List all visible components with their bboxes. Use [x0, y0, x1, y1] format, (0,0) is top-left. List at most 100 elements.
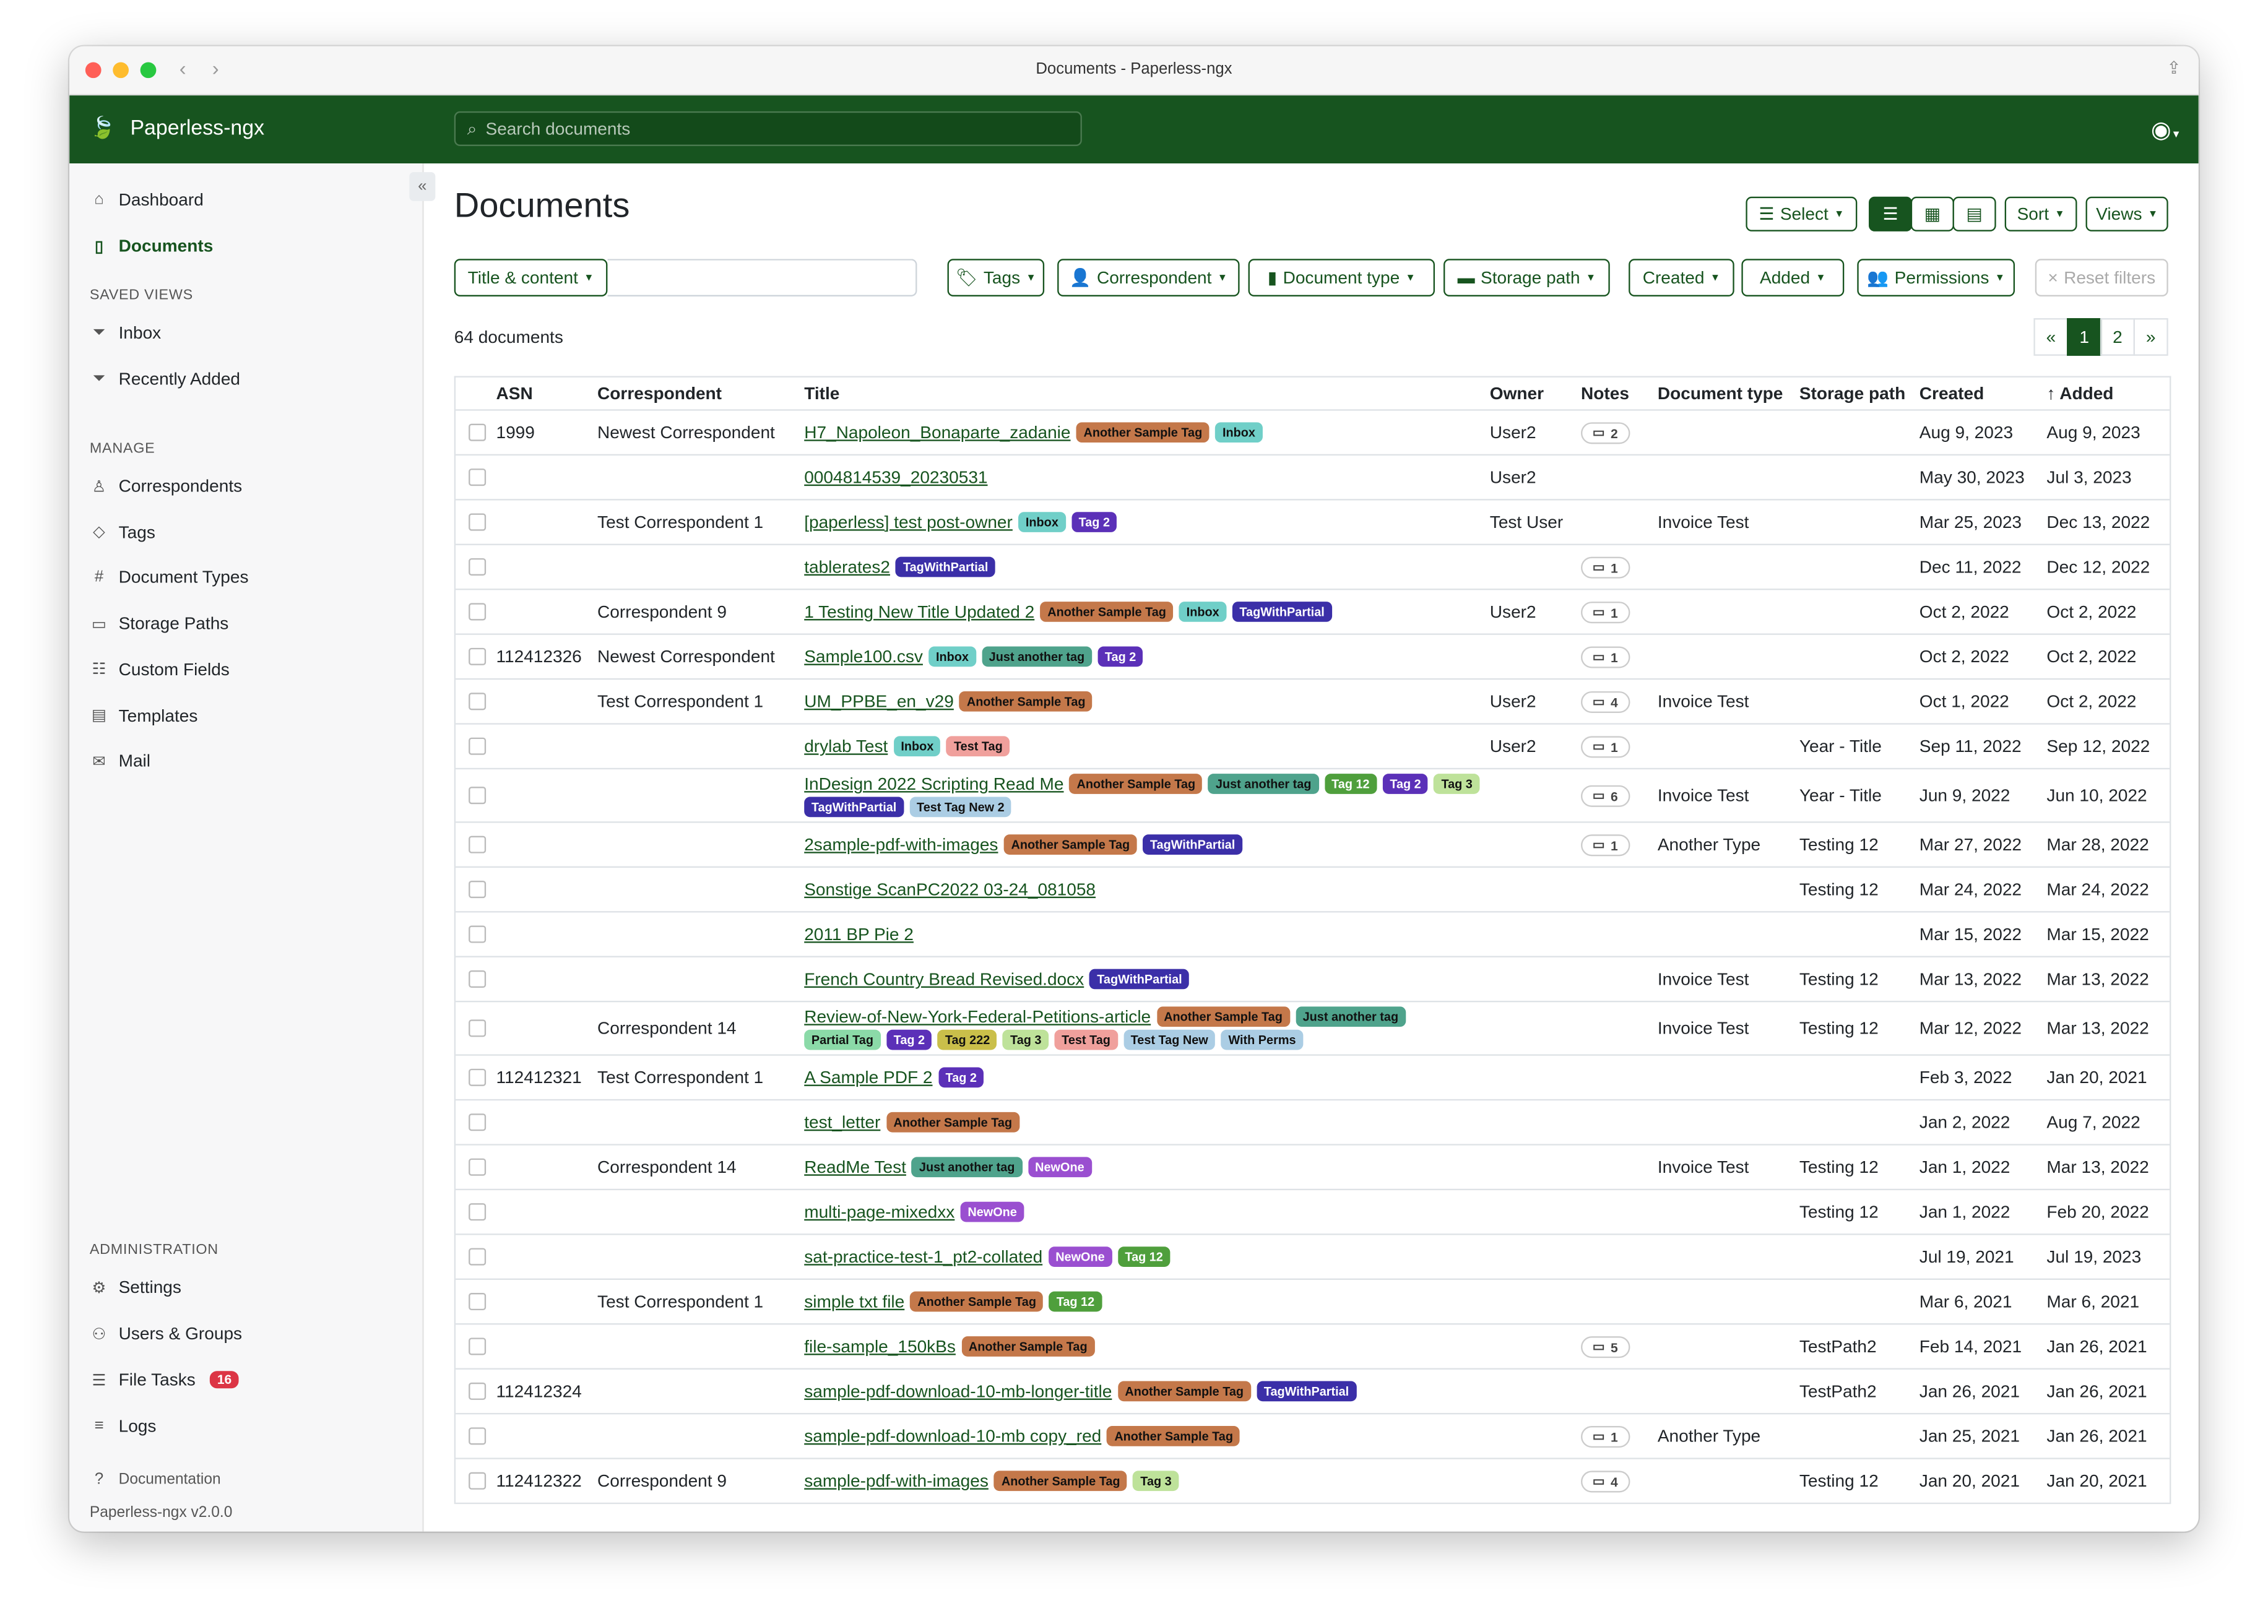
added-filter[interactable]: Added ▼: [1741, 259, 1845, 297]
view-large-cards-button[interactable]: ▤: [1952, 196, 1996, 231]
tag-badge[interactable]: Just another tag: [981, 646, 1092, 667]
table-row[interactable]: sample-pdf-download-10-mb copy_red Anothe…: [456, 1414, 2170, 1459]
table-row[interactable]: 2sample-pdf-with-images Another Sample Ta…: [456, 823, 2170, 868]
tag-badge[interactable]: Tag 2: [938, 1067, 984, 1088]
row-checkbox[interactable]: [469, 603, 487, 621]
table-row[interactable]: 1999 Newest Correspondent H7_Napoleon_Bona…: [456, 411, 2170, 456]
notes-badge[interactable]: ▭ 6: [1581, 785, 1630, 807]
header-correspondent[interactable]: Correspondent: [597, 383, 722, 404]
tag-badge[interactable]: Another Sample Tag: [1117, 1381, 1251, 1402]
notes-badge[interactable]: ▭ 1: [1581, 602, 1630, 624]
row-checkbox[interactable]: [469, 1113, 487, 1131]
tag-badge[interactable]: Tag 12: [1049, 1291, 1102, 1312]
document-title-link[interactable]: tablerates2: [804, 556, 890, 577]
brand[interactable]: 🍃 Paperless-ngx: [90, 116, 264, 140]
forward-icon[interactable]: ›: [212, 56, 219, 80]
minimize-window-button[interactable]: [113, 62, 129, 79]
header-title[interactable]: Title: [804, 383, 840, 404]
document-title-link[interactable]: 2011 BP Pie 2: [804, 924, 914, 944]
zoom-window-button[interactable]: [140, 62, 157, 79]
search-input[interactable]: ⌕ Search documents: [454, 111, 1082, 147]
notes-badge[interactable]: ▭ 4: [1581, 1471, 1630, 1493]
sidebar-item-inbox[interactable]: ⏷ Inbox: [90, 322, 161, 343]
tag-badge[interactable]: Another Sample Tag: [910, 1291, 1044, 1312]
table-row[interactable]: 0004814539_20230531 User2 May 30, 2023 Jul …: [456, 456, 2170, 501]
document-title-link[interactable]: sample-pdf-download-10-mb-longer-title: [804, 1381, 1112, 1402]
row-checkbox[interactable]: [469, 423, 487, 441]
header-owner[interactable]: Owner: [1489, 383, 1544, 404]
view-small-cards-button[interactable]: ▦: [1910, 196, 1954, 231]
tag-badge[interactable]: Tag 12: [1117, 1246, 1171, 1267]
row-checkbox[interactable]: [469, 693, 487, 710]
pager-page-2[interactable]: 2: [2100, 318, 2135, 356]
document-title-link[interactable]: ReadMe Test: [804, 1157, 906, 1178]
notes-badge[interactable]: ▭ 1: [1581, 736, 1630, 758]
sidebar-item-mail[interactable]: ✉ Mail: [90, 751, 150, 771]
notes-badge[interactable]: ▭ 4: [1581, 691, 1630, 713]
notes-badge[interactable]: ▭ 1: [1581, 834, 1630, 857]
document-title-link[interactable]: drylab Test: [804, 736, 888, 757]
row-checkbox[interactable]: [469, 836, 487, 853]
permissions-filter[interactable]: 👥 Permissions ▼: [1857, 259, 2015, 297]
tag-badge[interactable]: TagWithPartial: [896, 556, 996, 577]
table-row[interactable]: French Country Bread Revised.docx TagWith…: [456, 957, 2170, 1003]
tag-badge[interactable]: Another Sample Tag: [886, 1112, 1019, 1133]
sidebar-item-correspondents[interactable]: ♙ Correspondents: [90, 476, 243, 496]
document-title-link[interactable]: Sonstige ScanPC2022 03-24_081058: [804, 879, 1096, 900]
tag-badge[interactable]: Tag 2: [1382, 774, 1429, 794]
tag-badge[interactable]: Another Sample Tag: [1107, 1425, 1240, 1446]
header-asn[interactable]: ASN: [496, 383, 533, 404]
row-checkbox[interactable]: [469, 1248, 487, 1266]
pager-page-1[interactable]: 1: [2067, 318, 2102, 356]
row-checkbox[interactable]: [469, 787, 487, 805]
row-checkbox[interactable]: [469, 1203, 487, 1221]
tag-badge[interactable]: Just another tag: [1295, 1006, 1406, 1027]
views-button[interactable]: Views ▼: [2085, 196, 2168, 231]
sort-button[interactable]: Sort ▼: [2004, 196, 2077, 231]
document-title-link[interactable]: file-sample_150kBs: [804, 1336, 956, 1357]
correspondent-filter[interactable]: 👤 Correspondent ▼: [1057, 259, 1240, 297]
storage-path-filter[interactable]: ▬ Storage path ▼: [1443, 259, 1610, 297]
tag-badge[interactable]: NewOne: [1028, 1157, 1092, 1178]
table-row[interactable]: Test Correspondent 1 UM_PPBE_en_v29 Anothe…: [456, 680, 2170, 725]
tag-badge[interactable]: Inbox: [928, 646, 976, 667]
row-checkbox[interactable]: [469, 1427, 487, 1445]
tag-badge[interactable]: Partial Tag: [804, 1029, 881, 1050]
title-content-input[interactable]: [607, 259, 917, 297]
document-title-link[interactable]: Sample100.csv: [804, 646, 923, 667]
tag-badge[interactable]: Test Tag New 2: [909, 797, 1012, 818]
header-added[interactable]: ↑ Added: [2044, 383, 2170, 404]
tag-badge[interactable]: Just another tag: [1208, 774, 1319, 794]
tag-badge[interactable]: NewOne: [960, 1201, 1024, 1222]
document-title-link[interactable]: InDesign 2022 Scripting Read Me: [804, 774, 1064, 794]
tag-badge[interactable]: Tag 2: [1071, 512, 1117, 532]
pager-next[interactable]: »: [2133, 318, 2168, 356]
table-row[interactable]: Test Correspondent 1 [paperless] test pos…: [456, 500, 2170, 545]
table-row[interactable]: Sonstige ScanPC2022 03-24_081058 Testing …: [456, 868, 2170, 913]
document-type-filter[interactable]: ▮ Document type ▼: [1248, 259, 1435, 297]
document-title-link[interactable]: A Sample PDF 2: [804, 1067, 933, 1088]
document-title-link[interactable]: multi-page-mixedxx: [804, 1201, 955, 1222]
sidebar-item-custom-fields[interactable]: ☷ Custom Fields: [90, 659, 230, 680]
view-table-button[interactable]: ☰: [1869, 196, 1913, 231]
sidebar-item-documents[interactable]: ▯ Documents: [90, 236, 213, 256]
header-storage-path[interactable]: Storage path: [1799, 383, 1906, 404]
tag-badge[interactable]: TagWithPartial: [1232, 602, 1332, 622]
tag-badge[interactable]: Tag 3: [1003, 1029, 1049, 1050]
user-menu-button[interactable]: ◉▼: [2150, 118, 2181, 144]
tag-badge[interactable]: With Perms: [1221, 1029, 1304, 1050]
document-title-link[interactable]: 1 Testing New Title Updated 2: [804, 602, 1035, 622]
sidebar-item-recently-added[interactable]: ⏷ Recently Added: [90, 369, 240, 389]
table-row[interactable]: 112412324 sample-pdf-download-10-mb-longe…: [456, 1370, 2170, 1415]
tag-badge[interactable]: Just another tag: [912, 1157, 1023, 1178]
table-row[interactable]: Correspondent 9 1 Testing New Title Updat…: [456, 590, 2170, 635]
document-title-link[interactable]: [paperless] test post-owner: [804, 512, 1013, 532]
tag-badge[interactable]: Inbox: [1179, 602, 1227, 622]
tag-badge[interactable]: Another Sample Tag: [994, 1471, 1128, 1492]
tag-badge[interactable]: Inbox: [893, 736, 941, 757]
tags-filter[interactable]: 🏷 Tags ▼: [947, 259, 1045, 297]
reset-filters-button[interactable]: × Reset filters: [2035, 259, 2168, 297]
row-checkbox[interactable]: [469, 881, 487, 899]
tag-badge[interactable]: Another Sample Tag: [1040, 602, 1174, 622]
row-checkbox[interactable]: [469, 558, 487, 576]
